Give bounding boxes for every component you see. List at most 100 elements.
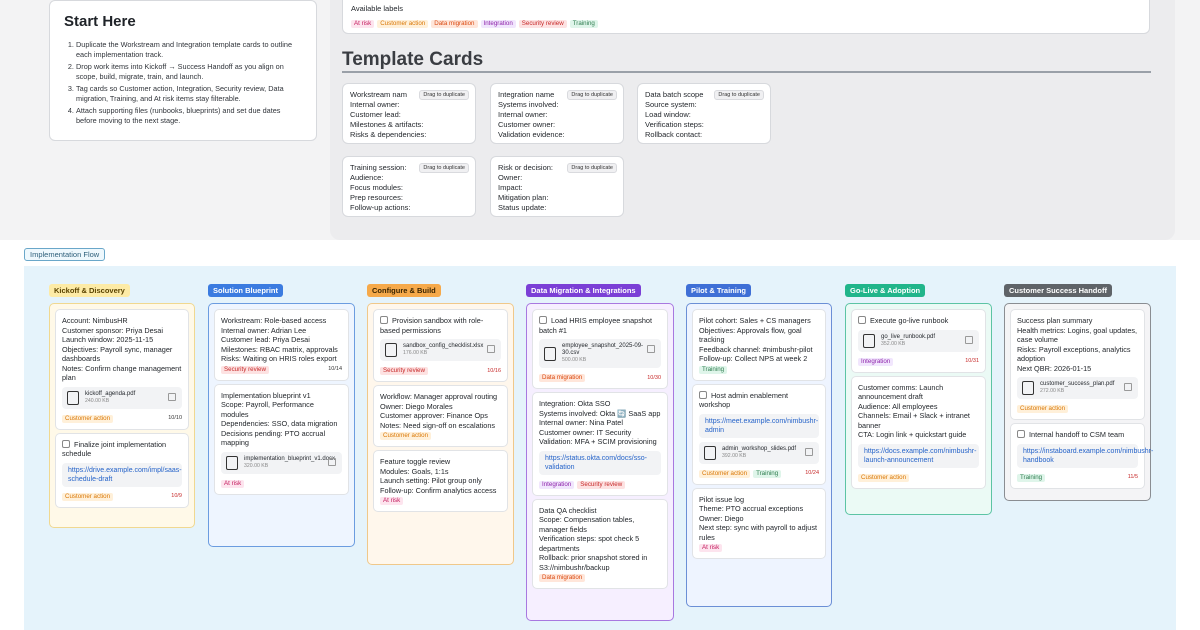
card[interactable]: Integration: Okta SSO Systems involved: … — [533, 393, 667, 495]
card[interactable]: Workstream: Role-based access Internal o… — [215, 310, 348, 380]
template-card-data-batch[interactable]: Drag to duplicate Data batch scope Sourc… — [637, 83, 771, 144]
implementation-flow-label[interactable]: Implementation Flow — [24, 248, 106, 261]
template-field: Internal owner: — [498, 110, 548, 119]
column-header[interactable]: Kickoff & Discovery — [49, 284, 130, 297]
card[interactable]: Data QA checklist Scope: Compensation ta… — [533, 499, 667, 588]
card[interactable]: Pilot issue log Theme: PTO accrual excep… — [693, 488, 825, 558]
column-header[interactable]: Customer Success Handoff — [1004, 284, 1112, 297]
checkbox[interactable] — [699, 390, 707, 399]
label-tag[interactable]: Data migration — [431, 20, 478, 28]
file-icon — [1022, 381, 1034, 395]
tag: Training — [753, 469, 782, 478]
label-tag[interactable]: Customer action — [377, 20, 429, 28]
card[interactable]: Finalize joint implementation schedule h… — [56, 433, 188, 507]
link[interactable]: https://status.okta.com/docs/sso-validat… — [539, 450, 661, 475]
column-header[interactable]: Go-Live & Adoption — [845, 284, 926, 297]
attachment[interactable]: go_live_runbook.pdf 352.00 KB — [858, 329, 979, 352]
drag-duplicate-button[interactable]: Drag to duplicate — [714, 90, 764, 100]
template-card-workstream[interactable]: Drag to duplicate Workstream nam Interna… — [342, 83, 476, 144]
label-tag[interactable]: Integration — [480, 20, 516, 28]
card-text: Data QA checklist Scope: Compensation ta… — [539, 505, 648, 572]
checkbox[interactable] — [858, 316, 866, 324]
template-field: Risks & dependencies: — [350, 130, 427, 139]
template-field: Audience: — [350, 173, 384, 182]
column-blueprint: Workstream: Role-based access Internal o… — [208, 303, 355, 547]
due-date: 10/31 — [965, 358, 979, 364]
drag-duplicate-button[interactable]: Drag to duplicate — [419, 90, 469, 100]
card[interactable]: Success plan summary Health metrics: Log… — [1011, 310, 1144, 419]
column-header[interactable]: Solution Blueprint — [208, 284, 283, 297]
open-external-icon[interactable] — [328, 457, 336, 466]
template-field: Prep resources: — [350, 193, 403, 202]
label-tag[interactable]: Security review — [518, 20, 567, 28]
card-text: Finalize joint implementation schedule — [62, 439, 167, 459]
attachment[interactable]: customer_success_plan.pdf 272.00 KB — [1017, 377, 1138, 399]
attachment[interactable]: admin_workshop_slides.pdf 392.00 KB — [699, 441, 819, 464]
card[interactable]: Provision sandbox with role-based permis… — [374, 310, 507, 381]
link[interactable]: https://instaboard.example.com/nimbushr-… — [1017, 443, 1153, 468]
file-name: customer_success_plan.pdf — [1040, 381, 1115, 387]
card[interactable]: Internal handoff to CSM team https://ins… — [1011, 424, 1153, 488]
card[interactable]: Execute go-live runbook go_live_runbook.… — [852, 310, 985, 372]
attachment[interactable]: kickoff_agenda.pdf 240.00 KB — [62, 386, 182, 409]
tag: Security review — [380, 367, 428, 375]
label-tag[interactable]: Training — [569, 20, 598, 28]
template-card-training[interactable]: Drag to duplicate Training session: Audi… — [342, 156, 476, 217]
template-card-integration[interactable]: Drag to duplicate Integration name Syste… — [490, 83, 624, 144]
card[interactable]: Pilot cohort: Sales + CS managers Object… — [693, 310, 825, 380]
start-here-card[interactable]: Start Here Duplicate the Workstream and … — [49, 0, 317, 141]
due-date: 10/16 — [487, 367, 501, 374]
checkbox[interactable] — [539, 316, 547, 324]
card[interactable]: Implementation blueprint v1 Scope: Payro… — [215, 384, 348, 494]
column-header[interactable]: Configure & Build — [367, 284, 441, 297]
file-name: go_live_runbook.pdf — [881, 333, 936, 340]
template-field: Internal owner: — [350, 100, 400, 109]
column-header[interactable]: Data Migration & Integrations — [526, 284, 641, 297]
open-external-icon[interactable] — [965, 335, 973, 344]
tag: Customer action — [62, 492, 114, 501]
card[interactable]: Host admin enablement workshop https://m… — [693, 384, 825, 484]
file-size: 320.00 KB — [244, 462, 269, 469]
card[interactable]: Feature toggle review Modules: Goals, 1:… — [374, 451, 507, 511]
card[interactable]: Load HRIS employee snapshot batch #1 emp… — [533, 310, 667, 388]
card[interactable]: Workflow: Manager approval routing Owner… — [374, 386, 507, 446]
tag: Data migration — [539, 374, 586, 382]
column-header[interactable]: Pilot & Training — [686, 284, 752, 297]
template-field: Customer owner: — [498, 120, 556, 129]
template-field: Risk or decision: — [498, 163, 554, 172]
template-card-risk[interactable]: Drag to duplicate Risk or decision: Owne… — [490, 156, 624, 217]
link[interactable]: https://docs.example.com/nimbushr-launch… — [858, 443, 979, 468]
checkbox[interactable] — [62, 439, 70, 448]
link[interactable]: https://drive.example.com/impl/saas-sche… — [62, 462, 182, 487]
card-text: Feature toggle review Modules: Goals, 1:… — [380, 457, 497, 495]
open-external-icon[interactable] — [487, 345, 495, 353]
drag-duplicate-button[interactable]: Drag to duplicate — [567, 90, 617, 100]
template-field: Verification steps: — [645, 120, 704, 129]
open-external-icon[interactable] — [1124, 383, 1132, 391]
template-field: Owner: — [498, 173, 523, 182]
attachment[interactable]: implementation_blueprint_v1.docx 320.00 K… — [221, 451, 342, 474]
open-external-icon[interactable] — [168, 392, 176, 401]
available-labels-card[interactable]: Available labels At risk Customer action D… — [342, 0, 1150, 34]
file-size: 352.00 KB — [881, 340, 906, 347]
file-icon — [226, 455, 238, 470]
attachment[interactable]: employee_snapshot_2025-09-30.csv 500.00 K… — [539, 339, 661, 368]
template-field: Focus modules: — [350, 183, 403, 192]
card-text: Success plan summary Health metrics: Log… — [1017, 316, 1138, 373]
start-step: Attach supporting files (runbooks, bluep… — [76, 106, 302, 125]
drag-duplicate-button[interactable]: Drag to duplicate — [567, 163, 617, 173]
open-external-icon[interactable] — [805, 447, 813, 456]
link[interactable]: https://meet.example.com/nimbushr-admin — [699, 413, 819, 438]
label-tag[interactable]: At risk — [351, 20, 375, 28]
card[interactable]: Account: NimbusHR Customer sponsor: Priy… — [56, 310, 188, 429]
checkbox[interactable] — [1017, 430, 1025, 438]
card[interactable]: Customer comms: Launch announcement draf… — [852, 376, 985, 488]
file-size: 392.00 KB — [722, 452, 747, 459]
file-icon — [863, 333, 875, 348]
open-external-icon[interactable] — [647, 345, 655, 353]
checkbox[interactable] — [380, 316, 388, 324]
start-title: Start Here — [64, 13, 136, 30]
card-text: Provision sandbox with role-based permis… — [380, 316, 484, 335]
attachment[interactable]: sandbox_config_checklist.xlsx 176.00 KB — [380, 339, 501, 361]
drag-duplicate-button[interactable]: Drag to duplicate — [419, 163, 469, 173]
